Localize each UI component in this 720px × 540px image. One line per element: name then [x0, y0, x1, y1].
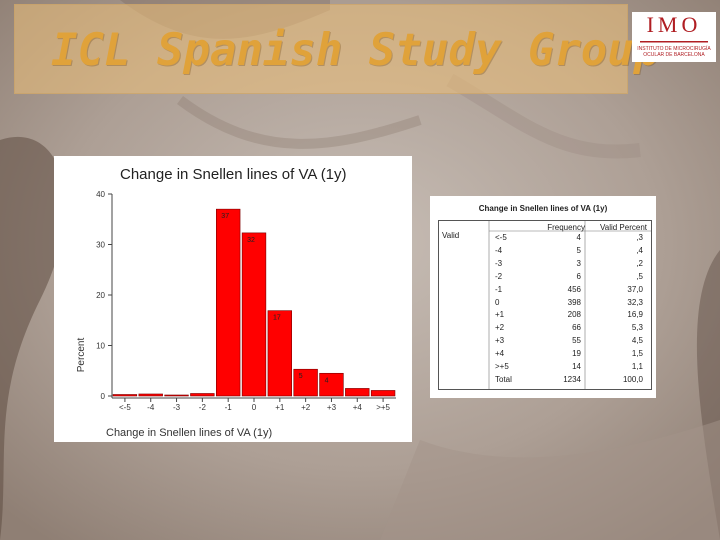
logo-rule	[640, 41, 708, 43]
bar	[267, 310, 292, 397]
table-row-frequency: 19	[572, 349, 581, 359]
table-row-frequency: 208	[567, 310, 581, 320]
table-row-valid-percent: 4,5	[631, 336, 643, 346]
frequency-table: Valid Frequency Valid Percent <-5 4 ,3 -4 5,…	[438, 220, 652, 390]
table-header-frequency: Frequency	[547, 223, 585, 232]
bar	[319, 372, 344, 397]
table-row-frequency: 456	[567, 284, 581, 294]
x-tick-label: +2	[301, 403, 311, 412]
x-tick-label: +1	[275, 403, 285, 412]
bar-chart: 0 10 20 30 40 <-5 -4 -3 -2 -1 37 0 32 +1 17 +2 5 +3 4 +4 >+5…	[76, 190, 396, 439]
data-label: 37	[221, 213, 229, 220]
table-row-valid-percent: 100,0	[622, 374, 643, 384]
data-label: 32	[247, 237, 255, 244]
x-tick-label: +3	[327, 403, 337, 412]
bar	[164, 394, 189, 397]
page-title: ICL Spanish Study Group	[51, 25, 661, 76]
table-row-category: -3	[495, 258, 503, 268]
table-row-category: >+5	[495, 362, 509, 371]
table-row-category: Total	[495, 374, 512, 384]
table-row-valid-percent: ,5	[636, 271, 643, 281]
bar	[293, 368, 318, 397]
table-row-category: -2	[495, 271, 503, 281]
table-row-valid-percent: ,3	[636, 233, 643, 242]
x-tick-label: -1	[225, 403, 233, 412]
y-tick-label: 40	[96, 190, 105, 199]
table-row-category: <-5	[495, 233, 507, 242]
table-row-category: +4	[495, 349, 505, 359]
table-row-category: +3	[495, 336, 505, 346]
table-row-category: -4	[495, 245, 503, 255]
y-tick-label: 0	[101, 392, 106, 401]
table-row-frequency: 55	[572, 336, 581, 346]
table-row-valid-percent: 1,5	[631, 349, 643, 359]
table-row-frequency: 66	[572, 323, 581, 333]
table-row-valid-percent: 32,3	[627, 297, 643, 307]
table-row-frequency: 5	[576, 245, 581, 255]
table-title: Change in Snellen lines of VA (1y)	[478, 204, 608, 213]
table-header-valid-percent: Valid Percent	[600, 223, 647, 232]
table-row-valid-percent: 37,0	[627, 284, 643, 294]
data-label: 5	[299, 373, 303, 380]
bar	[241, 232, 267, 397]
x-tick-label: -3	[173, 403, 181, 412]
title-banner: ICL Spanish Study Group	[14, 4, 660, 94]
chart-title: Change in Snellen lines of VA (1y)	[120, 166, 347, 183]
table-row-frequency: 3	[576, 258, 581, 268]
bar	[216, 208, 241, 397]
table-row-frequency: 6	[576, 271, 581, 281]
table-row-valid-percent: 16,9	[627, 310, 643, 320]
data-label: 17	[273, 315, 281, 322]
x-tick-label: >+5	[376, 403, 390, 412]
table-row-category: -1	[495, 284, 503, 294]
table-row-valid-percent: 1,1	[631, 362, 643, 371]
table-row-valid-percent: ,4	[636, 245, 643, 255]
table-row-frequency: 1234	[563, 374, 581, 384]
data-label: 4	[325, 377, 329, 384]
bar	[190, 393, 215, 397]
y-tick-label: 30	[96, 241, 105, 250]
table-gridlines	[488, 221, 651, 389]
y-tick-label: 10	[96, 342, 105, 351]
y-axis-label: Percent	[76, 338, 87, 373]
bar	[345, 388, 370, 397]
table-row-frequency: 4	[576, 233, 581, 242]
bar	[138, 393, 163, 397]
table-group-label: Valid	[442, 231, 460, 240]
logo-subtitle: INSTITUTO DE MICROCIRUGÍA OCULAR DE BARC…	[637, 46, 711, 58]
x-tick-label: -2	[199, 403, 207, 412]
bar	[112, 394, 138, 397]
table-row-frequency: 14	[572, 362, 581, 371]
x-tick-label: -4	[147, 403, 155, 412]
x-tick-label: 0	[252, 403, 257, 412]
y-tick-label: 20	[96, 291, 105, 300]
x-tick-label: +4	[353, 403, 363, 412]
bar	[370, 390, 396, 397]
frequency-table-panel: Change in Snellen lines of VA (1y) Valid…	[430, 196, 656, 398]
bar-chart-panel: Change in Snellen lines of VA (1y) 0 10 20…	[54, 156, 412, 442]
x-axis-label: Change in Snellen lines of VA (1y)	[106, 427, 272, 439]
table-row-category: 0	[495, 297, 500, 307]
table-row-category: +1	[495, 310, 505, 320]
logo-letters: IMO	[646, 12, 702, 37]
imo-logo: IMO INSTITUTO DE MICROCIRUGÍA OCULAR DE …	[632, 12, 716, 62]
x-tick-label: <-5	[119, 403, 131, 412]
table-row-frequency: 398	[567, 297, 581, 307]
table-row-valid-percent: ,2	[636, 258, 643, 268]
table-row-category: +2	[495, 323, 505, 333]
table-row-valid-percent: 5,3	[631, 323, 643, 333]
